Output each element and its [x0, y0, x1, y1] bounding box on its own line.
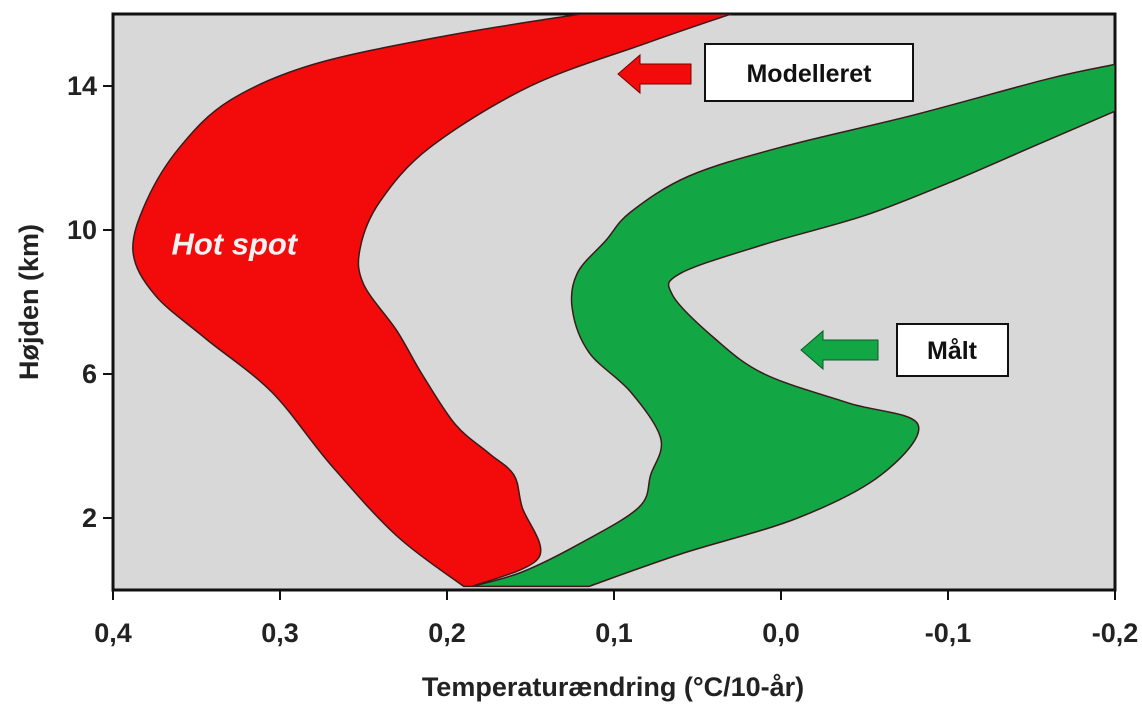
legend-modelleret: Modelleret [617, 43, 914, 102]
x-tick-label: 0,1 [595, 618, 633, 648]
legend-malt-box [896, 323, 1009, 377]
data-bands [132, 14, 1115, 588]
x-tick-label: -0,1 [925, 618, 972, 648]
y-tick-label: 2 [82, 503, 97, 533]
legend-modelleret-box [704, 43, 914, 102]
x-tick-label: 0,3 [261, 618, 299, 648]
x-axis-title: Temperaturændring (°C/10-år) [422, 672, 804, 702]
hot-spot-annotation: Hot spot [171, 226, 298, 261]
x-tick-label: -0,2 [1092, 618, 1139, 648]
y-tick-label: 10 [67, 215, 97, 245]
y-tick-label: 14 [67, 71, 97, 101]
legend-malt-label: Målt [927, 337, 978, 365]
y-tick-label: 6 [82, 359, 97, 389]
modelleret-arrow-icon [617, 53, 692, 95]
x-axis-ticks: 0,4 0,3 0,2 0,1 0,0 -0,1 -0,2 [94, 590, 1138, 648]
x-tick-label: 0,4 [94, 618, 132, 648]
legend-modelleret-label: Modelleret [746, 60, 872, 88]
legend-malt: Målt [800, 323, 1009, 377]
x-tick-label: 0,2 [428, 618, 466, 648]
malt-arrow-icon [800, 329, 879, 371]
band-malt [471, 63, 1115, 588]
y-axis-ticks: 2 6 10 14 [67, 71, 113, 533]
band-modelleret [132, 14, 732, 588]
y-axis-title: Højden (km) [14, 224, 44, 380]
x-tick-label: 0,0 [762, 618, 800, 648]
